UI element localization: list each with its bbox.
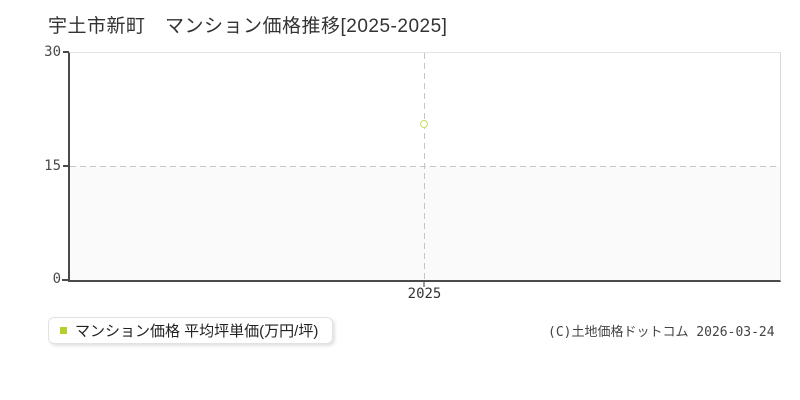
y-axis-label-30: 30 [44, 44, 61, 60]
y-tick-0 [62, 279, 69, 281]
legend-label: マンション価格 平均坪単価(万円/坪) [75, 323, 319, 340]
y-tick-15 [63, 165, 69, 167]
data-point-2025 [420, 120, 428, 128]
plot-area [68, 52, 781, 282]
chart-title: 宇土市新町 マンション価格推移[2025-2025] [48, 16, 448, 37]
lower-band-0-15 [70, 166, 780, 280]
y-tick-30 [63, 51, 69, 53]
x-axis-label-2025: 2025 [407, 286, 442, 302]
gridline-x2025 [424, 53, 425, 280]
copyright-text: (C)土地価格ドットコム 2026-03-24 [548, 325, 775, 340]
y-axis-label-15: 15 [44, 158, 61, 174]
x-tick-2025 [423, 282, 425, 287]
legend-marker-icon [60, 327, 67, 334]
legend-box: マンション価格 平均坪単価(万円/坪) [48, 317, 334, 344]
gridline-y15 [70, 166, 780, 167]
y-axis-label-0: 0 [52, 271, 61, 287]
